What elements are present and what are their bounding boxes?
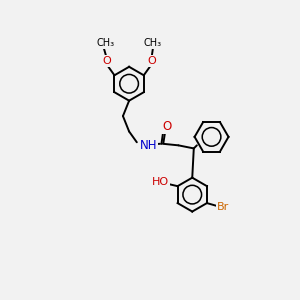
Text: CH₃: CH₃: [96, 38, 114, 48]
Text: CH₃: CH₃: [144, 38, 162, 48]
Text: NH: NH: [140, 139, 158, 152]
Text: O: O: [162, 120, 172, 133]
Text: HO: HO: [152, 177, 169, 187]
Text: O: O: [147, 56, 156, 66]
Text: Br: Br: [217, 202, 229, 212]
Text: O: O: [102, 56, 111, 66]
